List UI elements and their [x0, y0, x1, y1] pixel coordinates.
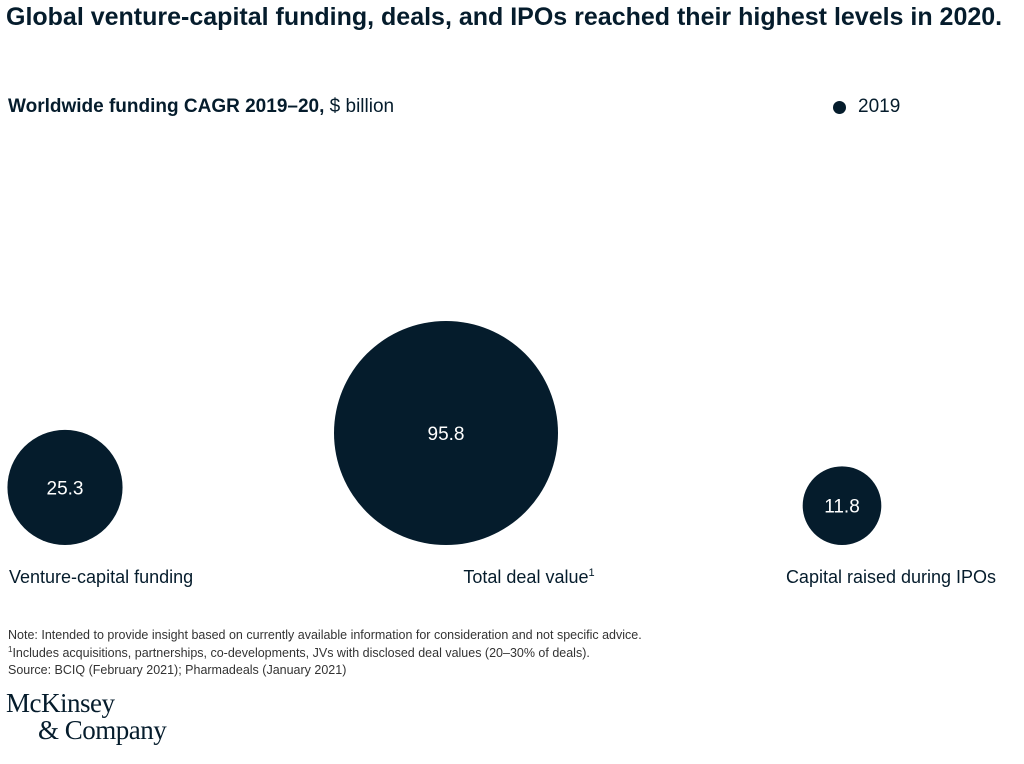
source-text: Source: BCIQ (February 2021); Pharmadeal…: [8, 663, 347, 677]
logo-line-1: McKinsey: [6, 688, 115, 718]
category-label-1: Total deal value1: [463, 567, 594, 587]
logo-line-2: & Company: [38, 715, 167, 745]
category-footnote-mark-1: 1: [588, 567, 594, 579]
chart-title: Global venture-capital funding, deals, a…: [6, 3, 1003, 31]
category-label-0: Venture-capital funding: [9, 567, 193, 587]
legend-label: 2019: [858, 96, 901, 117]
subtitle-bold: Worldwide funding CAGR 2019–20,: [8, 96, 325, 117]
legend-dot-icon: [833, 100, 846, 114]
category-label-2: Capital raised during IPOs: [786, 567, 996, 587]
footnotes: Note: Intended to provide insight based …: [8, 627, 1008, 680]
bubble-0: [7, 429, 123, 545]
bubble-2: [802, 466, 882, 545]
bubble-value-1: 95.8: [428, 424, 465, 445]
chart-subtitle: Worldwide funding CAGR 2019–20, $ billio…: [8, 95, 394, 119]
footnote-1-text: Includes acquisitions, partnerships, co-…: [12, 645, 590, 660]
bubble-value-0: 25.3: [47, 478, 84, 499]
subtitle-unit: $ billion: [324, 96, 395, 117]
legend: 2019: [833, 96, 900, 118]
bubble-1: [334, 321, 558, 545]
footnote-1: 1Includes acquisitions, partnerships, co…: [8, 645, 1008, 663]
note-text: Note: Intended to provide insight based …: [8, 628, 642, 642]
bubble-value-2: 11.8: [824, 497, 860, 518]
footnote-1-mark: 1: [8, 644, 13, 654]
mckinsey-logo: McKinsey & Company: [6, 688, 167, 745]
